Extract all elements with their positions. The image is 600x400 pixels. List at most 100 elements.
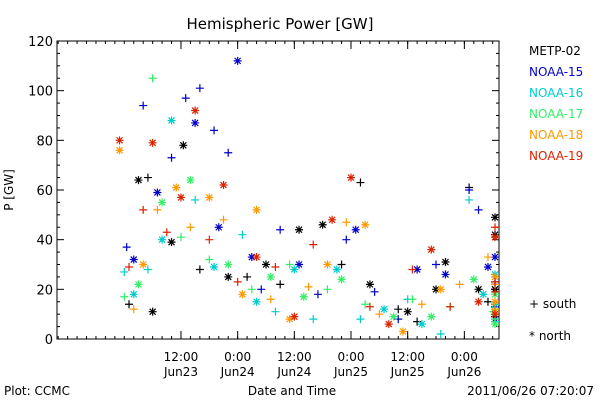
data-point-south <box>139 101 148 110</box>
x-tick-date-label: Jun24 <box>220 365 255 379</box>
data-point-north <box>252 205 261 214</box>
data-point-north <box>474 297 483 306</box>
data-point-north <box>134 280 143 289</box>
data-point-north <box>158 235 167 244</box>
data-point-north <box>153 188 162 197</box>
data-point-north <box>148 307 157 316</box>
data-point-south <box>143 173 152 182</box>
data-point-south <box>276 225 285 234</box>
data-point-north <box>299 292 308 301</box>
data-point-north <box>233 56 242 65</box>
data-point-south <box>455 280 464 289</box>
data-point-north <box>214 223 223 232</box>
data-point-south <box>120 292 129 301</box>
data-point-north <box>167 238 176 247</box>
data-point-north <box>384 320 393 329</box>
data-point-south <box>191 195 200 204</box>
x-tick-date-label: Jun25 <box>390 365 425 379</box>
data-point-south <box>205 255 214 264</box>
data-point-south <box>205 235 214 244</box>
data-point-north <box>129 290 138 299</box>
data-point-south <box>285 260 294 269</box>
data-point-north <box>134 176 143 185</box>
data-point-north <box>224 260 233 269</box>
data-point-north <box>441 270 450 279</box>
symbol-legend-plus: + south <box>529 297 576 311</box>
data-point-south <box>417 300 426 309</box>
data-point-south <box>122 243 131 252</box>
data-point-south <box>337 260 346 269</box>
data-point-south <box>271 307 280 316</box>
data-point-south <box>120 267 129 276</box>
data-point-north <box>427 245 436 254</box>
data-point-north <box>290 265 299 274</box>
y-tick-label: 120 <box>28 35 53 50</box>
data-point-south <box>238 230 247 239</box>
legend-entry: NOAA-19 <box>529 149 583 163</box>
data-point-south <box>465 195 474 204</box>
x-tick-time-label: 12:00 <box>390 350 425 364</box>
data-point-north <box>337 275 346 284</box>
legend-entry: METP-02 <box>529 44 581 58</box>
data-point-north <box>323 260 332 269</box>
data-point-north <box>332 265 341 274</box>
data-point-south <box>276 280 285 289</box>
data-point-south <box>465 186 474 194</box>
data-point-north <box>115 146 124 155</box>
data-point-north <box>115 136 124 145</box>
data-point-south <box>342 235 351 244</box>
x-tick-time-label: 0:00 <box>451 350 478 364</box>
data-point-north <box>285 315 294 324</box>
data-point-south <box>125 300 134 309</box>
data-point-north <box>380 305 389 314</box>
data-point-south <box>313 290 322 299</box>
data-point-south <box>219 215 228 224</box>
data-point-south <box>474 205 483 214</box>
data-point-south <box>125 262 134 271</box>
data-point-north <box>432 285 441 294</box>
data-point-north <box>351 225 360 234</box>
data-point-south <box>162 228 171 237</box>
data-point-south <box>323 285 332 294</box>
footer-timestamp: 2011/06/26 07:20:07 <box>467 384 594 398</box>
data-point-north <box>238 290 247 299</box>
data-point-north <box>252 297 261 306</box>
data-point-south <box>356 315 365 324</box>
data-point-north <box>365 280 374 289</box>
data-point-south <box>129 305 138 314</box>
x-axis-label: Date and Time <box>248 384 336 398</box>
data-point-south <box>491 223 499 232</box>
data-point-north <box>295 225 304 234</box>
y-tick-label: 100 <box>28 85 53 100</box>
data-point-south <box>356 178 365 187</box>
data-point-north <box>252 253 261 262</box>
data-point-north <box>328 215 337 224</box>
data-point-north <box>210 262 219 271</box>
y-tick-label: 60 <box>36 184 53 199</box>
data-point-north <box>290 312 299 321</box>
data-point-south <box>446 302 455 311</box>
symbol-legend-star: * north <box>529 329 571 343</box>
x-tick-time-label: 12:00 <box>277 350 312 364</box>
data-point-south <box>491 287 499 296</box>
legend-entry: NOAA-18 <box>529 128 583 142</box>
footer-source: Plot: CCMC <box>4 384 70 398</box>
y-axis-label: P [GW] <box>2 169 16 211</box>
data-point-north <box>413 265 422 274</box>
data-point-north <box>261 260 270 269</box>
data-point-south <box>375 310 384 319</box>
data-point-north <box>205 193 214 202</box>
legend: METP-02 NOAA-15 NOAA-16 NOAA-17 NOAA-18 NOAA-… <box>529 44 583 163</box>
data-point-north <box>247 253 256 262</box>
x-tick-date-label: Jun24 <box>276 365 311 379</box>
data-point-north <box>176 193 185 202</box>
data-point-north <box>158 198 167 207</box>
data-point-south <box>257 285 266 294</box>
data-point-south <box>342 218 351 227</box>
legend-entry: NOAA-17 <box>529 107 583 121</box>
data-point-north <box>491 213 499 222</box>
data-point-north <box>148 138 157 147</box>
data-point-south <box>361 300 370 309</box>
data-points <box>115 56 499 339</box>
data-point-north <box>191 106 200 115</box>
